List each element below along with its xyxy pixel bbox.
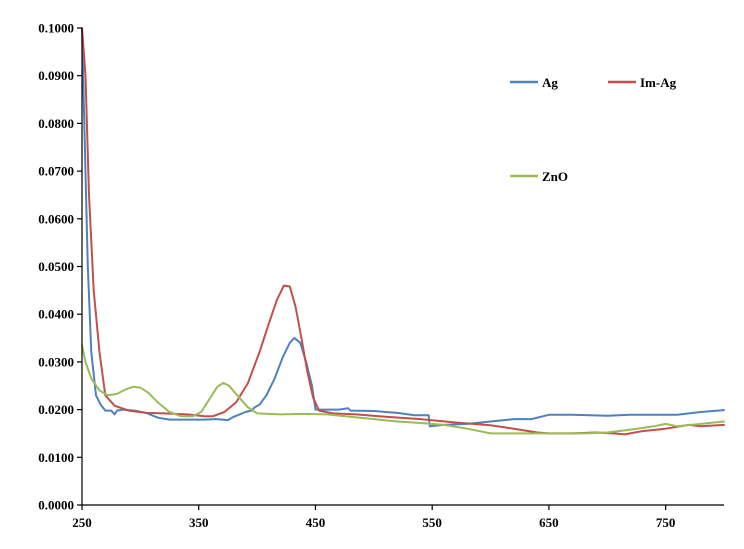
series-line-ag — [81, 27, 725, 428]
legend-label-ag: Ag — [542, 75, 558, 90]
x-tick-label: 650 — [539, 515, 559, 530]
x-tick-label: 250 — [72, 515, 92, 530]
y-tick-label: 0.0500 — [38, 259, 74, 274]
series-line-im-ag — [81, 27, 725, 436]
series-layer — [81, 27, 725, 436]
x-tick-label: 550 — [422, 515, 442, 530]
y-tick-label: 0.0200 — [38, 402, 74, 417]
legend-label-zno: ZnO — [542, 169, 568, 184]
y-tick-label: 0.0100 — [38, 450, 74, 465]
x-tick-label: 450 — [306, 515, 326, 530]
x-tick-label: 350 — [189, 515, 209, 530]
y-tick-label: 0.0700 — [38, 164, 74, 179]
legend-label-im-ag: Im-Ag — [640, 75, 677, 90]
series-line-zno — [81, 344, 725, 435]
ticks-layer: 0.0000 0.0100 0.0200 0.0300 0.0400 0.0500 0.06… — [38, 21, 675, 531]
legend: Ag Im-Ag ZnO — [510, 75, 677, 184]
y-tick-label: 0.0800 — [38, 116, 74, 131]
y-tick-label: 0.0300 — [38, 354, 74, 369]
y-tick-label: 0.0000 — [38, 498, 74, 513]
y-tick-label: 0.0600 — [38, 211, 74, 226]
y-tick-label: 0.0400 — [38, 307, 74, 322]
x-tick-label: 750 — [656, 515, 676, 530]
y-tick-label: 0.0900 — [38, 68, 74, 83]
y-tick-label: 0.1000 — [38, 21, 74, 36]
